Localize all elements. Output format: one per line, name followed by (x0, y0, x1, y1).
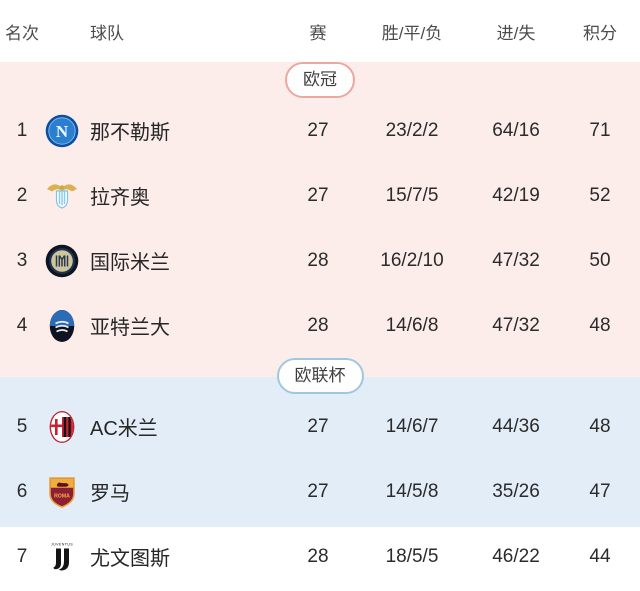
rank-cell: 5 (16, 415, 28, 437)
team-name: 罗马 (90, 483, 130, 505)
team-name: 拉齐奥 (90, 187, 150, 209)
points-cell: 48 (589, 415, 611, 437)
team-name: 尤文图斯 (90, 548, 170, 570)
gfga-cell: 35/26 (492, 480, 540, 502)
wdl-cell: 14/5/8 (385, 480, 439, 502)
wdl-cell: 14/6/7 (385, 415, 439, 437)
table-row[interactable]: 6 ROMA 罗马 27 14/5/8 35/26 47 (0, 459, 640, 524)
table-row[interactable]: 1 N 那不勒斯 27 23/2/2 64/16 71 (0, 98, 640, 163)
points-cell: 44 (589, 545, 611, 567)
napoli-crest: N (45, 114, 79, 148)
svg-text:ROMA: ROMA (54, 493, 70, 499)
played-cell: 27 (307, 184, 329, 206)
rank-cell: 2 (16, 184, 28, 206)
played-cell: 27 (307, 415, 329, 437)
header-rank: 名次 (5, 23, 39, 43)
table-header-row: 名次 球队 赛 胜/平/负 进/失 积分 (0, 0, 640, 62)
points-cell: 71 (589, 119, 611, 141)
gfga-cell: 42/19 (492, 184, 540, 206)
wdl-cell: 16/2/10 (380, 249, 444, 271)
header-gfga: 进/失 (496, 23, 536, 43)
table-row[interactable]: 5 AC米兰 27 14/6/7 44/36 48 (0, 394, 640, 459)
header-played: 赛 (309, 23, 327, 43)
points-cell: 48 (589, 314, 611, 336)
played-cell: 28 (307, 314, 329, 336)
played-cell: 28 (307, 249, 329, 271)
table-row[interactable]: 3 国际米兰 28 16/2/10 47/32 50 (0, 228, 640, 293)
inter-crest (45, 244, 79, 278)
wdl-cell: 14/6/8 (385, 314, 439, 336)
played-cell: 28 (307, 545, 329, 567)
roma-crest: ROMA (45, 475, 79, 509)
header-wdl: 胜/平/负 (381, 23, 443, 43)
gfga-cell: 47/32 (492, 249, 540, 271)
rank-cell: 6 (16, 480, 28, 502)
svg-text:JUVENTUS: JUVENTUS (51, 542, 73, 546)
lazio-crest (45, 179, 79, 213)
team-name: 国际米兰 (90, 252, 170, 274)
gfga-cell: 64/16 (492, 119, 540, 141)
points-cell: 50 (589, 249, 611, 271)
rank-cell: 1 (16, 119, 28, 141)
played-cell: 27 (307, 119, 329, 141)
wdl-cell: 23/2/2 (385, 119, 439, 141)
section-badge-row-champions: 欧冠 (0, 62, 640, 98)
table-row[interactable]: 7 JUVENTUS 尤文图斯 28 18/5/5 46/22 44 (0, 524, 640, 589)
gfga-cell: 46/22 (492, 545, 540, 567)
wdl-cell: 15/7/5 (385, 184, 439, 206)
header-team: 球队 (90, 23, 124, 43)
header-points: 积分 (583, 23, 617, 43)
team-name: AC米兰 (90, 418, 158, 440)
rank-cell: 3 (16, 249, 28, 271)
points-cell: 47 (589, 480, 611, 502)
played-cell: 27 (307, 480, 329, 502)
milan-crest (45, 410, 79, 444)
gfga-cell: 44/36 (492, 415, 540, 437)
juventus-crest: JUVENTUS (45, 540, 79, 574)
section-badge-europa-league: 欧联杯 (276, 358, 364, 394)
section-badge-row-europa: 欧联杯 (0, 358, 640, 394)
wdl-cell: 18/5/5 (385, 545, 439, 567)
rank-cell: 4 (16, 314, 28, 336)
table-row[interactable]: 4 亚特兰大 28 14/6/8 47/32 48 (0, 293, 640, 358)
section-badge-champions-league: 欧冠 (285, 62, 355, 98)
europa-league-zone: 5 AC米兰 27 14/6/7 44/36 48 6 ROMA 罗马 27 1… (0, 394, 640, 589)
team-name: 那不勒斯 (90, 122, 170, 144)
points-cell: 52 (589, 184, 611, 206)
table-row[interactable]: 2 拉齐奥 27 15/7/5 42/19 52 (0, 163, 640, 228)
svg-text:N: N (56, 122, 69, 141)
rank-cell: 7 (16, 545, 28, 567)
atalanta-crest (45, 309, 79, 343)
champions-league-zone: 1 N 那不勒斯 27 23/2/2 64/16 71 2 拉齐奥 27 15/… (0, 98, 640, 358)
team-name: 亚特兰大 (90, 317, 170, 339)
gfga-cell: 47/32 (492, 314, 540, 336)
